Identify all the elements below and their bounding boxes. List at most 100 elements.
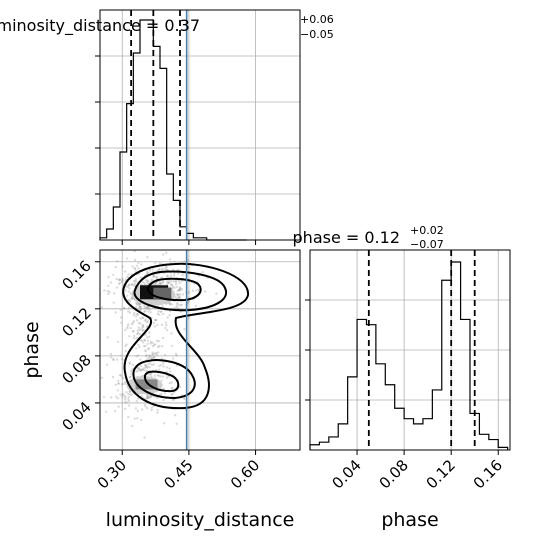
joint-point [158,262,162,265]
joint-xtick-label-2: 0.60 [227,456,263,492]
joint-point [145,270,149,273]
joint-point [136,417,139,420]
joint-point [119,393,122,396]
joint-point [168,367,171,370]
joint-point [130,282,133,286]
joint-point [162,280,165,283]
joint-point [137,326,140,329]
joint-point [143,436,146,439]
joint-point [126,325,129,328]
joint-point [143,369,147,372]
joint-point [145,354,148,357]
joint-point [126,326,129,330]
joint-point [122,307,126,310]
joint-point [145,306,148,309]
joint-point [116,340,120,344]
joint-point [175,304,179,307]
joint-point [112,273,115,276]
joint-point [121,382,125,386]
joint-point [178,286,182,290]
joint-point [168,314,171,317]
joint-point [121,377,125,380]
joint-point [155,396,159,399]
joint-point [108,290,111,294]
joint-point [137,261,140,264]
joint-point [117,382,120,385]
joint-point [127,310,130,313]
joint-point [152,321,155,325]
joint-point [133,282,136,285]
joint-point [180,303,183,307]
joint-point [159,310,162,313]
joint-point [165,275,169,278]
joint-point [174,280,178,283]
joint-point [147,357,150,360]
joint-point [121,393,124,397]
joint-point [136,331,140,335]
joint-point [158,313,161,316]
joint-point [109,281,113,284]
joint-point [128,300,132,303]
joint-point [128,390,132,393]
joint-point [178,282,181,285]
hist-2-xtick-label-1: 0.08 [376,456,412,492]
joint-point [126,294,129,297]
joint-point [144,344,147,348]
joint-point [172,274,176,277]
joint-point [138,333,141,336]
joint-point [143,304,146,308]
joint-point [158,268,161,271]
joint-point [132,330,135,333]
joint-point [191,289,195,293]
joint-point [135,399,138,403]
joint-point [166,274,169,277]
joint-point [170,381,173,384]
joint-point [144,278,147,281]
joint-point [104,410,108,413]
joint-point [171,386,174,390]
joint-point [114,311,117,314]
joint-point [144,364,147,367]
joint-point [141,325,145,329]
joint-point [183,260,186,263]
joint-point [134,279,137,283]
joint-point [125,401,128,404]
joint-point [178,296,181,300]
joint-point [148,354,151,357]
joint-point [153,261,157,264]
joint-point [147,280,150,283]
joint-point [156,411,159,414]
joint-point [106,336,110,339]
joint-point [177,303,180,306]
joint-point [177,288,181,292]
joint-point [170,303,173,306]
joint-point [168,382,171,385]
joint-point [161,362,165,365]
joint-point [165,265,168,268]
joint-point [147,306,150,309]
joint-point [160,364,163,367]
joint-point [163,392,166,395]
joint-point [132,280,136,283]
hist-1-title-sup: +0.06 [300,13,334,26]
joint-point [116,260,119,263]
panel-joint-2d: 0.30 0.45 0.60 0.04 0.08 0.12 0.16 luminosity_… [21,249,301,531]
joint-point [109,356,113,359]
joint-point [197,288,200,291]
joint-point [174,306,178,309]
joint-point [157,340,160,343]
joint-frame [99,249,301,451]
hist-2-xtick-label-3: 0.16 [470,456,506,492]
joint-point [124,289,128,292]
joint-point [132,284,135,287]
joint-point [173,260,176,264]
joint-point [133,267,136,270]
joint-point [178,293,182,296]
joint-point [147,271,150,274]
joint-point [139,338,142,342]
joint-point [144,366,147,369]
joint-point [177,288,181,292]
joint-point [138,303,141,306]
joint-ytick-label-0: 0.04 [58,398,94,434]
joint-point [127,399,131,402]
